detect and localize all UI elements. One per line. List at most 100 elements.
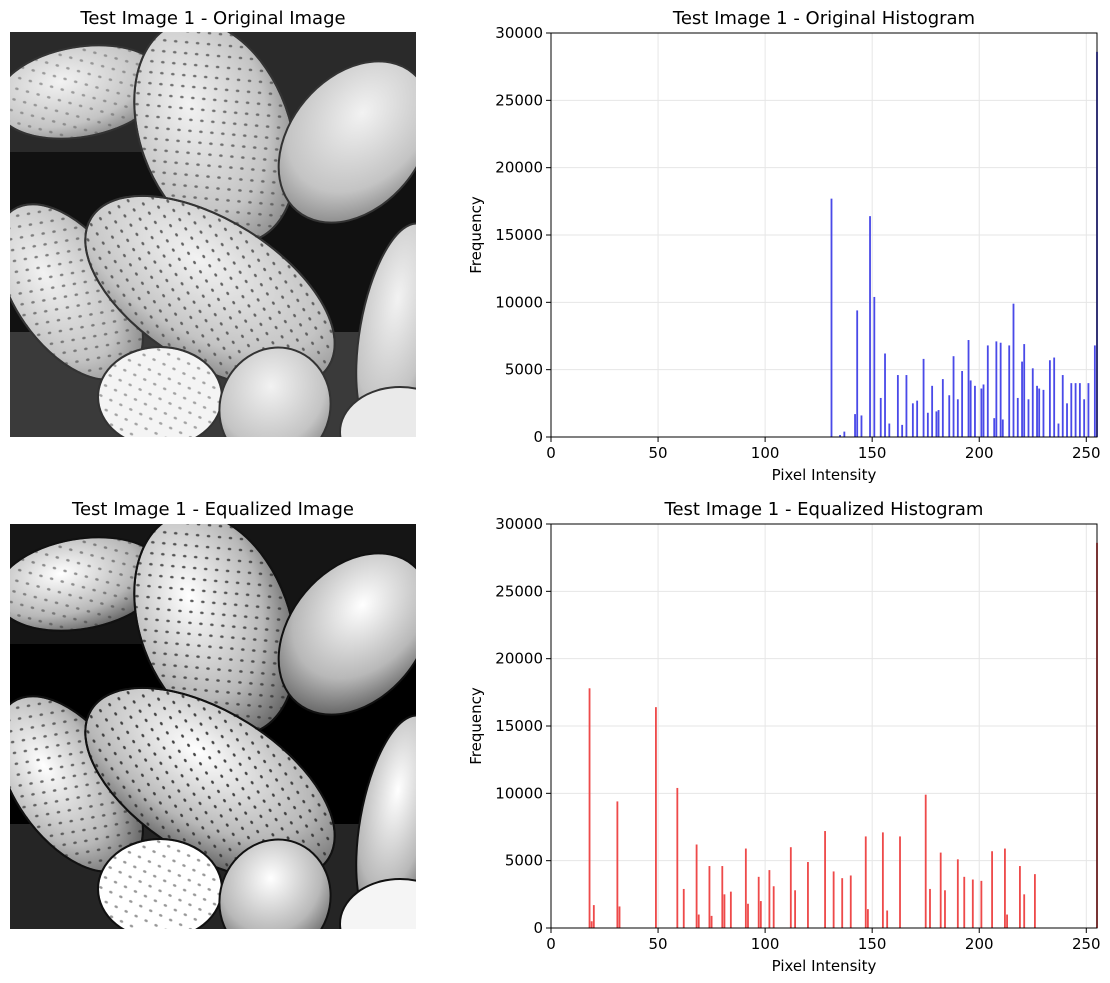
equalized-histogram-bar: [864, 836, 867, 928]
equalized-histogram-bar: [588, 688, 591, 928]
x-axis-label: Pixel Intensity: [772, 466, 877, 484]
original-image-title: Test Image 1 - Original Image: [80, 8, 346, 29]
y-tick-label: 20000: [495, 159, 543, 177]
equalized-histogram-bar: [772, 886, 775, 928]
equalized-histogram-bar: [747, 903, 749, 928]
equalized-histogram-bar: [849, 875, 852, 928]
equalized-histogram-bar: [757, 876, 760, 928]
equalized-histogram-bar: [1033, 874, 1036, 928]
x-tick-label: 100: [751, 444, 780, 462]
equalized-histogram-bar: [929, 888, 931, 928]
original-histogram-bar: [922, 358, 925, 437]
equalized-histogram-bar: [944, 890, 946, 928]
x-axis-label: Pixel Intensity: [772, 957, 877, 975]
original-histogram-bar: [974, 385, 976, 437]
equalized-histogram-bar: [616, 801, 619, 928]
original-pollen-image: [10, 32, 416, 437]
original-histogram-bar: [1087, 383, 1090, 437]
original-histogram-bar: [999, 342, 1002, 437]
chart-title: Test Image 1 - Original Histogram: [672, 8, 975, 29]
original-histogram-bar: [967, 340, 970, 437]
original-histogram-bar: [937, 410, 940, 437]
chart-title: Test Image 1 - Equalized Histogram: [664, 499, 984, 520]
original-histogram-bar: [1008, 345, 1011, 437]
original-histogram-bar: [1042, 389, 1045, 437]
original-histogram-bar: [1074, 383, 1077, 437]
equalized-histogram-bar: [618, 906, 621, 928]
y-tick-label: 15000: [495, 226, 543, 244]
y-tick-label: 25000: [495, 91, 543, 109]
equalized-histogram-bar: [655, 707, 657, 928]
equalized-histogram-bar: [794, 890, 797, 928]
equalized-histogram-bar: [759, 901, 762, 928]
equalized-histogram-bar: [866, 909, 869, 928]
original-histogram-bar: [1038, 388, 1041, 437]
original-histogram-bar: [873, 296, 876, 437]
y-axis-label: Frequency: [467, 196, 485, 274]
original-histogram-bar: [1066, 403, 1068, 437]
original-histogram-bar: [1078, 383, 1081, 437]
original-histogram-bar: [941, 379, 944, 437]
original-histogram-bar: [879, 397, 882, 437]
original-histogram-bar: [843, 431, 846, 437]
x-tick-label: 150: [858, 444, 887, 462]
y-tick-label: 10000: [495, 293, 543, 311]
equalized-histogram-bar: [886, 910, 889, 928]
equalized-histogram-bar: [939, 852, 942, 928]
original-histogram-bar: [961, 371, 964, 437]
equalized-histogram-bar: [980, 880, 983, 928]
equalized-histogram-bar: [824, 831, 826, 928]
equalized-histogram-bar: [590, 921, 593, 928]
original-histogram-bar: [993, 418, 996, 437]
equalized-histogram-bar: [789, 847, 792, 928]
original-histogram-bar: [1061, 375, 1064, 437]
original-histogram-bar: [888, 423, 891, 437]
equalized-histogram-bar: [963, 876, 966, 928]
equalized-histogram-bar: [729, 891, 732, 928]
y-tick-label: 5000: [505, 852, 543, 870]
equalized-histogram-bar: [721, 866, 724, 928]
x-tick-label: 250: [1072, 444, 1101, 462]
y-tick-label: 0: [533, 919, 543, 937]
original-histogram-bar: [839, 434, 841, 437]
original-histogram-bar: [1036, 385, 1038, 437]
equalized-histogram-bar: [592, 905, 595, 928]
original-histogram-bar: [1027, 399, 1030, 437]
x-tick-label: 200: [965, 935, 994, 953]
x-tick-label: 200: [965, 444, 994, 462]
equalized-histogram: 0 50 100 150 200 250 0 5000 10000 15000 20000 25000…: [467, 499, 1101, 975]
original-histogram-bar: [830, 198, 833, 437]
original-histogram-bar: [969, 380, 972, 437]
original-histogram-bar: [854, 414, 856, 437]
equalized-histogram-bar: [924, 794, 927, 928]
y-tick-label: 30000: [495, 24, 543, 42]
equalized-histogram-bar: [695, 844, 698, 928]
equalized-histogram-bar: [807, 862, 809, 928]
equalized-histogram-bar: [708, 866, 711, 928]
equalized-pollen-image: [10, 524, 416, 929]
original-histogram-bar: [926, 412, 929, 437]
y-tick-label: 30000: [495, 515, 543, 533]
original-histogram-bar: [905, 375, 908, 437]
x-tick-label: 50: [649, 935, 668, 953]
original-histogram-bar: [1053, 357, 1056, 437]
original-histogram-bar: [856, 310, 859, 437]
equalized-histogram-bar: [832, 871, 835, 928]
y-tick-label: 20000: [495, 650, 543, 668]
original-histogram: 0 50 100 150 200 250 0 5000 10000 15000 20000 25000…: [467, 8, 1101, 484]
x-tick-label: 150: [858, 935, 887, 953]
equalized-histogram-bar: [744, 848, 747, 928]
x-tick-label: 100: [751, 935, 780, 953]
original-histogram-bar: [1001, 419, 1004, 437]
original-histogram-bar: [916, 400, 919, 437]
x-tick-label: 0: [546, 444, 556, 462]
original-histogram-bar: [948, 395, 951, 437]
equalized-histogram-bar: [768, 870, 771, 928]
equalized-histogram-bar: [676, 787, 679, 928]
original-histogram-bar: [911, 403, 914, 437]
x-tick-label: 0: [546, 935, 556, 953]
original-histogram-bar: [980, 388, 983, 437]
original-histogram-bar: [986, 345, 989, 437]
original-histogram-bar: [1083, 399, 1086, 437]
